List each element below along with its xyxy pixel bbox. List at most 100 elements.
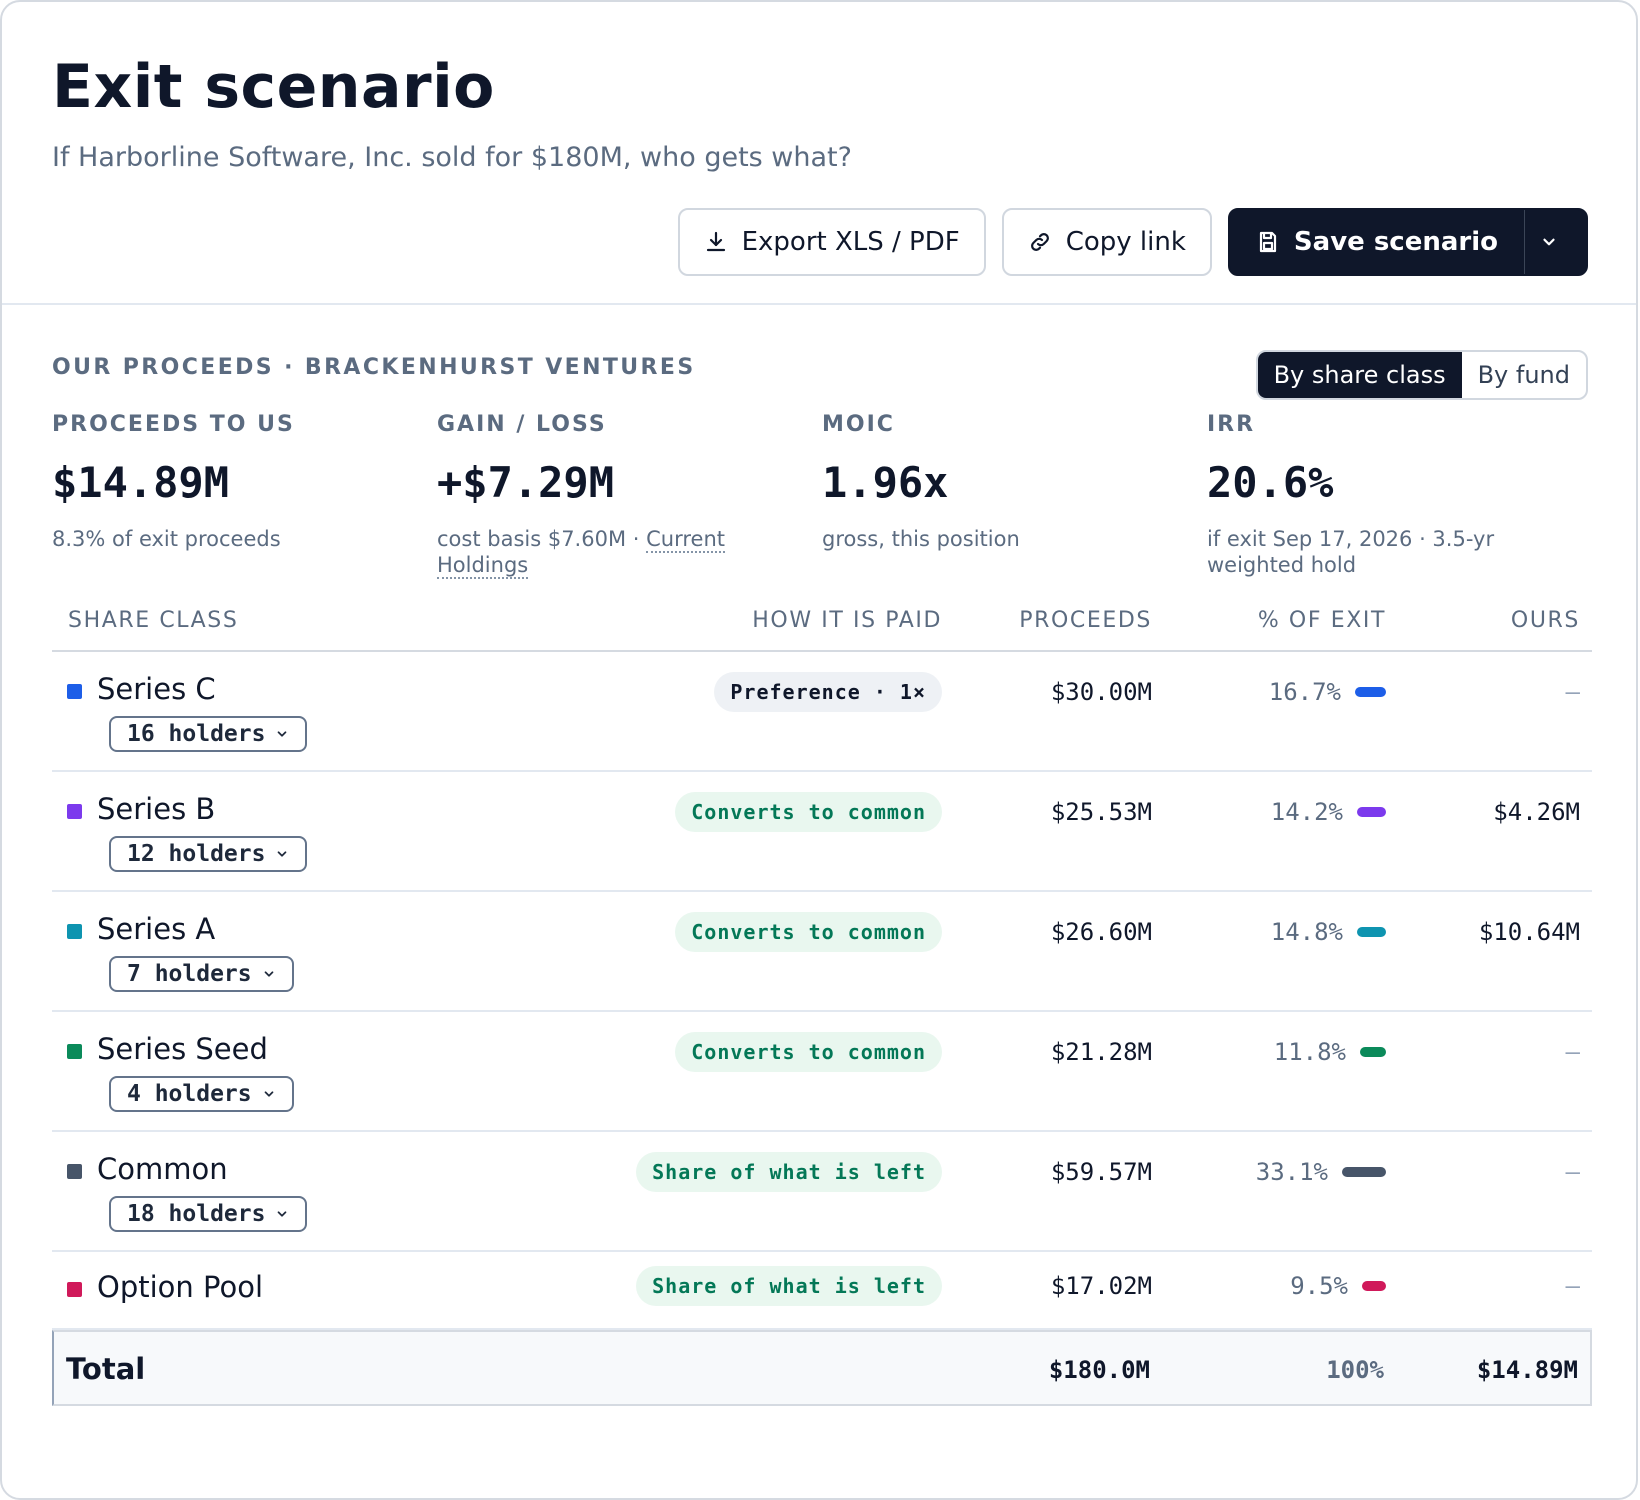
pct-bar [1342, 1167, 1386, 1177]
save-scenario-split-button: Save scenario [1227, 208, 1588, 276]
save-icon [1259, 231, 1277, 253]
export-button[interactable]: Export XLS / PDF [677, 208, 986, 276]
share-class-swatch [67, 804, 82, 819]
pct-value: 14.8% [1270, 918, 1343, 946]
pct-of-exit: 14.8% [1271, 918, 1386, 946]
ours-value: — [1565, 678, 1580, 706]
header-share-class: SHARE CLASS [68, 608, 239, 633]
stat-proceeds: PROCEEDS TO US $14.89M 8.3% of exit proc… [52, 412, 437, 578]
stat-value: 1.96x [822, 458, 949, 507]
toggle-by-share-class[interactable]: By share class [1257, 352, 1462, 398]
header-pct-of-exit: % OF EXIT [1257, 608, 1386, 633]
pct-bar [1357, 807, 1386, 817]
share-class-swatch [67, 1282, 82, 1297]
share-class-name: Series B [97, 792, 216, 826]
share-class-swatch [67, 684, 82, 699]
proceeds-value: $26.60M [1050, 918, 1152, 946]
view-toggle: By share class By fund [1255, 350, 1588, 400]
table-row: Series A 7 holders Converts to common $26.6… [52, 892, 1592, 1012]
stat-note: if exit Sep 17, 2026 · 3.5-yr weighted h… [1207, 527, 1495, 577]
page-title: Exit scenario [52, 52, 495, 122]
save-scenario-label: Save scenario [1293, 227, 1498, 257]
proceeds-value: $59.57M [1050, 1158, 1152, 1186]
pct-of-exit: 14.2% [1271, 798, 1386, 826]
stat-note: cost basis $7.60M · Current Holdings [437, 526, 747, 579]
header: Exit scenario If Harborline Software, In… [2, 2, 1636, 305]
pct-value: 14.2% [1270, 798, 1343, 826]
stat-gain-loss: GAIN / LOSS +$7.29M cost basis $7.60M · … [437, 412, 822, 579]
holders-dropdown[interactable]: 16 holders [109, 716, 308, 752]
stat-label: GAIN / LOSS [437, 412, 607, 437]
stat-label: IRR [1207, 412, 1256, 437]
share-class-name: Series Seed [97, 1032, 268, 1066]
share-class-name: Series A [97, 912, 216, 946]
copy-link-button-label: Copy link [1065, 227, 1186, 257]
share-class-name: Option Pool [97, 1270, 263, 1304]
total-label: Total [66, 1352, 146, 1386]
table-header: SHARE CLASS HOW IT IS PAID PROCEEDS % OF… [52, 598, 1592, 652]
table-body: Series C 16 holders Preference · 1× $30.00M… [52, 652, 1592, 1330]
table-total-row: Total $180.0M 100% $14.89M [52, 1330, 1592, 1406]
payment-type-badge: Share of what is left [636, 1152, 942, 1192]
ours-value: $10.64M [1478, 918, 1580, 946]
share-class-name: Series C [97, 672, 216, 706]
header-actions: Export XLS / PDF Copy link Save scenario [677, 208, 1588, 276]
pct-bar [1360, 1047, 1386, 1057]
chevron-down-icon [278, 1211, 287, 1217]
stat-irr: IRR 20.6% if exit Sep 17, 2026 · 3.5-yr … [1207, 412, 1592, 578]
pct-of-exit: 11.8% [1274, 1038, 1386, 1066]
table-row: Series B 12 holders Converts to common $25.… [52, 772, 1592, 892]
pct-bar [1357, 927, 1386, 937]
payment-type-badge: Share of what is left [636, 1266, 942, 1306]
pct-value: 11.8% [1273, 1038, 1346, 1066]
holders-count: 4 holders [127, 1081, 252, 1107]
header-how-paid: HOW IT IS PAID [752, 608, 942, 633]
payment-type-badge: Converts to common [675, 1032, 942, 1072]
stats-row: PROCEEDS TO US $14.89M 8.3% of exit proc… [52, 412, 1592, 579]
total-pct: 100% [1326, 1356, 1384, 1384]
holders-dropdown[interactable]: 12 holders [109, 836, 308, 872]
pct-bar [1362, 1281, 1386, 1291]
header-proceeds: PROCEEDS [1019, 608, 1152, 633]
pct-of-exit: 16.7% [1269, 678, 1386, 706]
copy-link-button[interactable]: Copy link [1001, 208, 1212, 276]
link-icon [1030, 233, 1049, 251]
chevron-down-icon [1542, 238, 1555, 246]
chevron-down-icon [278, 851, 287, 857]
page-subtitle: If Harborline Software, Inc. sold for $1… [52, 142, 852, 173]
stat-value: 20.6% [1207, 458, 1334, 507]
total-proceeds: $180.0M [1048, 1356, 1150, 1384]
toggle-by-fund[interactable]: By fund [1477, 361, 1570, 389]
share-class-table: SHARE CLASS HOW IT IS PAID PROCEEDS % OF… [52, 598, 1592, 1406]
save-scenario-button[interactable]: Save scenario [1230, 210, 1524, 274]
chevron-down-icon [264, 971, 273, 977]
save-options-dropdown[interactable] [1524, 210, 1586, 274]
stat-note-text: cost basis $7.60M · [437, 527, 647, 551]
table-row: Option Pool Share of what is left $17.02M 9… [52, 1252, 1592, 1330]
share-class-swatch [67, 1044, 82, 1059]
export-button-label: Export XLS / PDF [741, 227, 960, 257]
ours-value: — [1565, 1272, 1580, 1300]
holders-count: 16 holders [127, 721, 266, 747]
pct-of-exit: 9.5% [1290, 1272, 1386, 1300]
table-row: Series C 16 holders Preference · 1× $30.00M… [52, 652, 1592, 772]
current-holdings-link[interactable]: Current Holdings [437, 527, 725, 579]
stat-note: 8.3% of exit proceeds [52, 527, 281, 551]
pct-value: 16.7% [1268, 678, 1341, 706]
total-ours: $14.89M [1476, 1356, 1578, 1384]
chevron-down-icon [278, 731, 287, 737]
proceeds-value: $30.00M [1050, 678, 1152, 706]
holders-dropdown[interactable]: 7 holders [109, 956, 294, 992]
holders-dropdown[interactable]: 18 holders [109, 1196, 308, 1232]
holders-count: 18 holders [127, 1201, 266, 1227]
stat-value: +$7.29M [437, 458, 615, 507]
header-ours: OURS [1510, 608, 1580, 633]
holders-dropdown[interactable]: 4 holders [109, 1076, 294, 1112]
pct-bar [1355, 687, 1386, 697]
share-class-swatch [67, 1164, 82, 1179]
stat-label: MOIC [822, 412, 895, 437]
ours-value: — [1565, 1038, 1580, 1066]
proceeds-value: $21.28M [1050, 1038, 1152, 1066]
section-title: OUR PROCEEDS · BRACKENHURST VENTURES [52, 355, 696, 380]
